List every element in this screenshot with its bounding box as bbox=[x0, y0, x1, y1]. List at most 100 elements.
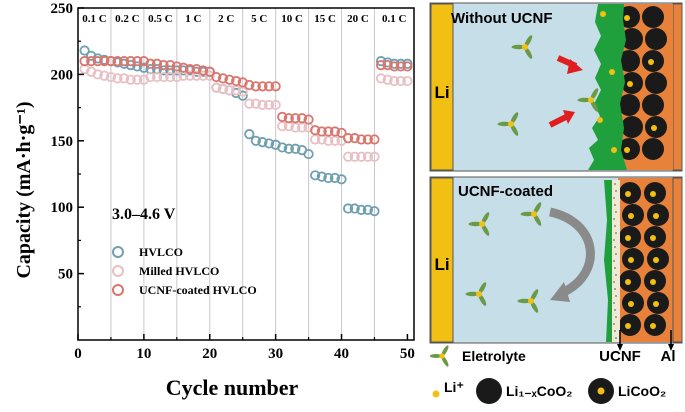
data-point-series-1 bbox=[402, 75, 413, 87]
data-point-series-2 bbox=[92, 56, 103, 67]
data-point-series-2 bbox=[277, 111, 288, 122]
top-deposit-dot bbox=[611, 147, 617, 153]
lithium-dot bbox=[624, 147, 630, 153]
cathode-particle bbox=[642, 138, 664, 160]
schematic-panel: Li Without UCNF Li UCNF-coated bbox=[429, 2, 683, 404]
data-point-series-2 bbox=[336, 127, 347, 138]
bottom-panel-title: UCNF-coated bbox=[458, 183, 553, 200]
data-point-series-2 bbox=[362, 134, 373, 145]
lithium-dot bbox=[650, 235, 656, 241]
data-point-series-2 bbox=[145, 58, 156, 69]
lithium-dot bbox=[628, 301, 634, 307]
data-point-series-1 bbox=[257, 99, 268, 111]
data-point-series-1 bbox=[92, 69, 103, 80]
data-point-series-2 bbox=[125, 56, 136, 67]
legend: HVLCO Milled HVLCO UCNF-coated HVLCO bbox=[112, 245, 257, 297]
data-point-series-1 bbox=[184, 70, 196, 81]
data-point-series-2 bbox=[151, 58, 163, 69]
bottom-lithium-anode bbox=[430, 177, 454, 343]
deflected-gray-arrow-head bbox=[550, 282, 570, 302]
y-tick-label: 200 bbox=[51, 67, 74, 83]
bottom-aluminum-collector bbox=[672, 177, 683, 343]
data-point-series-2 bbox=[204, 66, 215, 77]
porous-dot bbox=[615, 337, 617, 339]
data-point-series-0 bbox=[79, 45, 90, 56]
data-point-series-2 bbox=[171, 61, 182, 72]
rate-label: 15 C bbox=[314, 13, 336, 25]
data-point-series-2 bbox=[231, 75, 242, 87]
data-point-series-2 bbox=[375, 60, 387, 71]
data-point-series-2 bbox=[310, 125, 321, 136]
data-point-series-2 bbox=[217, 73, 229, 84]
data-point-series-1 bbox=[217, 83, 229, 95]
porous-dot bbox=[614, 330, 616, 332]
bottom-panel-ucnf-coated: Li UCNF-coated bbox=[429, 176, 683, 351]
rate-capability-chart: 0.1 C 0.2 C 0.5 C 1 C 2 C 5 C 10 C 15 C 20 C 0.1 … bbox=[13, 1, 415, 400]
rate-label: 0.5 C bbox=[148, 13, 173, 25]
legend-marker-hvlco bbox=[112, 246, 124, 258]
schematic-legend: Eletrolyte UCNF Al Li⁺ Li₁₋ₓCoO₂ LiCoO₂ bbox=[429, 345, 676, 404]
data-point-series-0 bbox=[257, 137, 268, 148]
cathode-particle bbox=[618, 50, 640, 72]
porous-dot bbox=[615, 232, 617, 234]
data-point-series-1 bbox=[270, 99, 281, 111]
data-point-series-2 bbox=[119, 56, 130, 67]
data-point-series-1 bbox=[99, 70, 110, 81]
data-point-series-1 bbox=[362, 151, 373, 162]
data-point-series-0 bbox=[329, 172, 341, 184]
licoo2-legend-label: LiCoO₂ bbox=[618, 383, 666, 399]
top-deposit-dot bbox=[597, 117, 603, 123]
porous-dot bbox=[614, 309, 616, 311]
data-point-series-2 bbox=[343, 133, 354, 144]
cathode-particle bbox=[621, 28, 643, 50]
data-point-series-2 bbox=[244, 79, 255, 91]
porous-dot bbox=[615, 295, 617, 297]
porous-dot bbox=[614, 288, 616, 290]
data-point-series-2 bbox=[224, 74, 235, 85]
top-panel-without-ucnf: Li Without UCNF bbox=[429, 2, 683, 172]
x-axis-title: Cycle number bbox=[166, 375, 299, 400]
cathode-particle bbox=[642, 6, 664, 28]
electrolyte-molecule-arm bbox=[497, 121, 512, 127]
data-point-series-2 bbox=[369, 134, 380, 145]
data-point-series-2 bbox=[132, 56, 143, 67]
legend-marker-ucnf bbox=[112, 284, 124, 296]
rate-label: 0.1 C bbox=[382, 13, 407, 25]
top-li-label: Li bbox=[434, 83, 449, 102]
cathode-particle bbox=[645, 72, 667, 94]
delithiated-particle-icon bbox=[476, 378, 502, 404]
electrolyte-molecule-arm bbox=[520, 211, 535, 217]
top-lithium-anode bbox=[430, 3, 454, 171]
lithium-dot bbox=[650, 279, 656, 285]
data-point-series-1 bbox=[105, 71, 117, 83]
data-point-series-1 bbox=[395, 75, 406, 87]
ucnf-coating-layer bbox=[604, 180, 614, 342]
data-point-series-0 bbox=[250, 135, 261, 146]
data-point-series-0 bbox=[132, 61, 143, 72]
lithium-dot bbox=[627, 81, 633, 87]
data-point-series-2 bbox=[290, 113, 301, 124]
data-point-series-0 bbox=[323, 172, 334, 184]
porous-dot bbox=[613, 323, 615, 325]
lithium-dot bbox=[625, 191, 631, 197]
rate-label: 1 C bbox=[185, 13, 201, 25]
data-point-series-2 bbox=[296, 113, 308, 124]
y-tick-label: 50 bbox=[58, 267, 73, 283]
data-point-series-2 bbox=[329, 126, 341, 137]
data-point-series-1 bbox=[375, 73, 387, 84]
electrolyte-molecule-arm bbox=[465, 291, 480, 297]
data-point-series-2 bbox=[316, 126, 327, 137]
legend-label-hvlco: HVLCO bbox=[139, 245, 183, 259]
lithium-dot bbox=[650, 191, 656, 197]
red-arrow-icon bbox=[548, 110, 575, 128]
electrolyte-molecule-arm bbox=[468, 221, 483, 227]
y-axis-title: Capacity (mA·h·g⁻¹) bbox=[13, 101, 35, 278]
data-point-series-1 bbox=[349, 151, 360, 162]
porous-dot bbox=[613, 302, 615, 304]
data-point-series-2 bbox=[79, 56, 90, 67]
x-tick-label: 30 bbox=[268, 346, 283, 362]
data-point-series-2 bbox=[283, 113, 294, 124]
porous-dot bbox=[614, 204, 616, 206]
porous-dot bbox=[615, 316, 617, 318]
data-point-series-2 bbox=[270, 81, 281, 92]
